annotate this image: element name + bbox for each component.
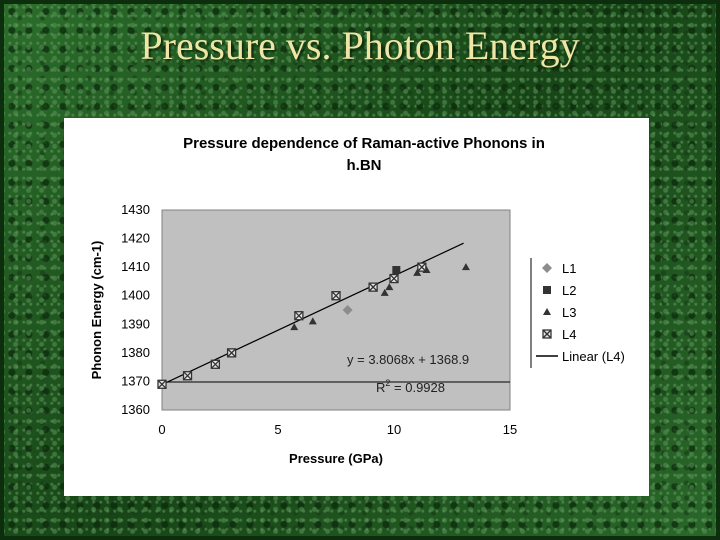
slide-title: Pressure vs. Photon Energy — [140, 23, 580, 68]
legend-label-l3: L3 — [562, 305, 576, 320]
legend-label-trendline: Linear (L4) — [562, 349, 625, 364]
data-point-l4 — [417, 262, 427, 272]
data-point-l3 — [461, 263, 470, 271]
chart-title-line1: Pressure dependence of Raman-active Phon… — [183, 135, 545, 152]
data-point-l4 — [182, 371, 193, 381]
y-tick-label: 1370 — [121, 373, 150, 388]
data-point-l3 — [385, 283, 394, 291]
legend-label-l1: L1 — [562, 261, 576, 276]
data-point-l2 — [392, 266, 401, 274]
legend-marker-l2 — [543, 286, 551, 294]
data-point-l3 — [290, 323, 299, 331]
legend-label-l4: L4 — [562, 327, 576, 342]
x-axis-label: Pressure (GPa) — [289, 451, 383, 466]
y-tick-label: 1420 — [121, 231, 150, 246]
x-tick-label: 15 — [503, 422, 517, 437]
chart: Pressure dependence of Raman-active Phon… — [89, 135, 625, 466]
y-tick-label: 1360 — [121, 402, 150, 417]
x-tick-label: 5 — [274, 422, 281, 437]
x-tick-label: 10 — [387, 422, 401, 437]
y-tick-label: 1380 — [121, 345, 150, 360]
y-tick-label: 1400 — [121, 288, 150, 303]
legend-marker-l3 — [543, 308, 551, 315]
legend-label-l2: L2 — [562, 283, 576, 298]
y-tick-label: 1410 — [121, 259, 150, 274]
legend-marker-l1 — [542, 263, 552, 273]
chart-title-line2: h.BN — [347, 157, 382, 174]
data-point-l1 — [342, 305, 353, 315]
legend-marker-l4 — [542, 329, 552, 339]
data-point-l4 — [368, 282, 378, 292]
data-point-l4 — [226, 348, 237, 358]
data-point-l4 — [210, 359, 221, 369]
y-axis-label: Phonon Energy (cm-1) — [89, 241, 104, 380]
r-squared-label: R2 = 0.9928 — [376, 378, 445, 395]
trendline-equation: y = 3.8068x + 1368.9 — [347, 352, 469, 367]
data-point-l4 — [389, 273, 399, 284]
x-tick-label: 0 — [158, 422, 165, 437]
y-tick-label: 1390 — [121, 316, 150, 331]
chart-card: Pressure dependence of Raman-active Phon… — [64, 118, 649, 496]
data-point-l4 — [157, 379, 167, 389]
data-point-l4 — [331, 291, 341, 301]
plot-area — [161, 209, 511, 411]
data-point-l4 — [294, 311, 304, 321]
data-point-l3 — [413, 268, 422, 276]
data-point-l3 — [380, 288, 389, 296]
y-tick-label: 1430 — [121, 202, 150, 217]
data-point-l3 — [308, 317, 317, 325]
